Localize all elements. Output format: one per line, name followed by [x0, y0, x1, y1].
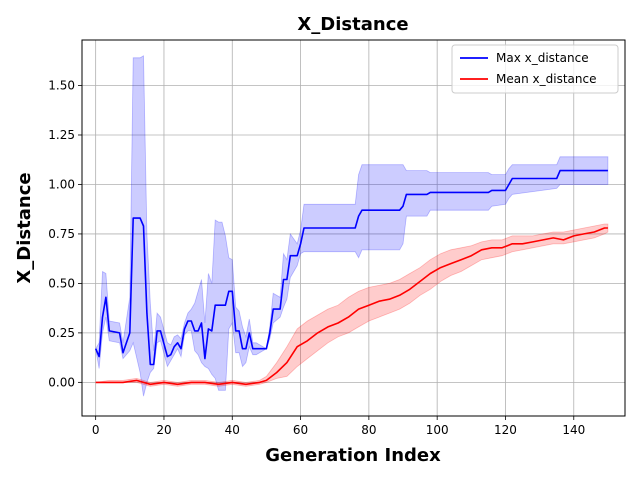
y-tick-label: 1.50	[48, 79, 75, 93]
y-tick-label: 1.00	[48, 177, 75, 191]
x-axis-label: Generation Index	[265, 445, 441, 466]
grid	[82, 40, 625, 416]
mean-distance-line	[95, 227, 608, 386]
x-tick-label: 40	[225, 423, 240, 437]
y-axis-ticks: 0.00 0.25 0.50 0.75 1.00 1.25 1.50	[48, 79, 82, 389]
x-axis-ticks: 0 20 40 60 80 100 120 140	[92, 416, 585, 437]
x-tick-label: 0	[92, 423, 100, 437]
x-tick-label: 140	[562, 423, 585, 437]
series-lines	[94, 169, 608, 386]
y-tick-label: 0.50	[48, 276, 75, 290]
x-tick-label: 80	[361, 423, 376, 437]
plot-frame	[81, 39, 626, 417]
x-tick-label: 60	[293, 423, 308, 437]
y-axis-label: X_Distance	[14, 172, 35, 283]
legend-label-max: Max x_distance	[496, 51, 589, 65]
y-tick-label: 1.25	[48, 128, 75, 142]
max-distance-band	[95, 55, 609, 397]
legend-box	[451, 44, 619, 94]
y-tick-label: 0.75	[48, 227, 75, 241]
legend: Max x_distance Mean x_distance	[451, 44, 619, 94]
y-tick-label: 0.25	[48, 326, 75, 340]
y-tick-label: 0.00	[48, 375, 75, 389]
x-tick-label: 100	[426, 423, 449, 437]
x-tick-label: 20	[156, 423, 171, 437]
legend-label-mean: Mean x_distance	[496, 72, 596, 86]
max-distance-line	[94, 169, 608, 366]
x-tick-label: 120	[494, 423, 517, 437]
confidence-bands	[95, 55, 609, 397]
chart-title: X_Distance	[297, 14, 408, 35]
